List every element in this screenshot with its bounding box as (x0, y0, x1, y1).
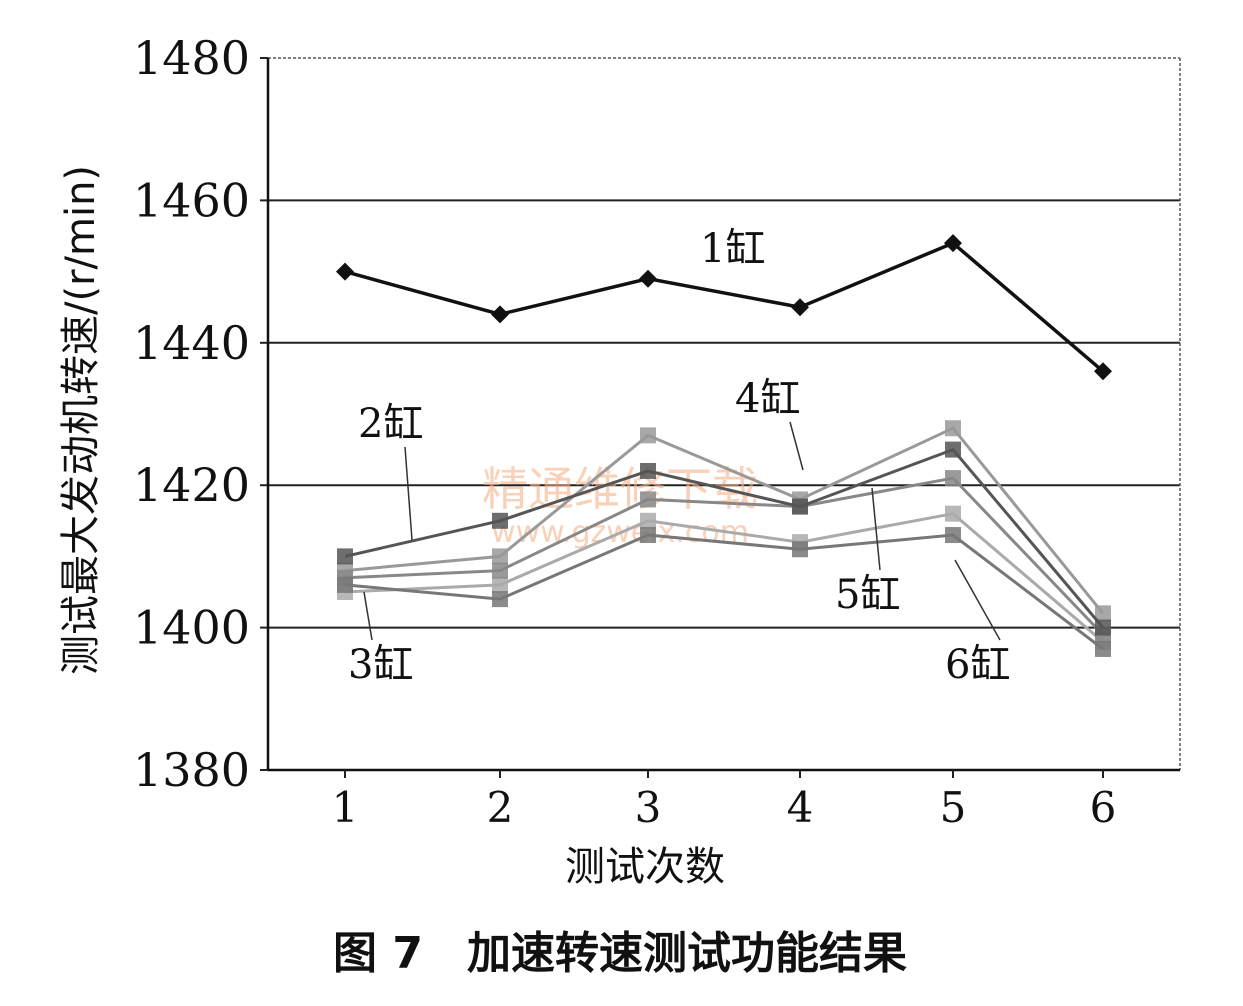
data-point (792, 498, 808, 515)
series-line-2 (344, 447, 1105, 629)
series-label-leader (789, 421, 804, 471)
data-point (944, 234, 962, 253)
series-label-4: 4缸 (735, 376, 800, 422)
data-point (945, 420, 961, 437)
x-axis-label: 测试次数 (565, 844, 725, 890)
x-tick-label: 5 (940, 783, 967, 832)
data-point (791, 298, 809, 317)
series-label-1: 1缸 (700, 226, 765, 272)
series-label-leader (404, 446, 413, 541)
data-point (492, 548, 508, 565)
data-point (492, 591, 508, 608)
x-tick-label: 3 (635, 783, 662, 832)
data-point (639, 269, 657, 288)
figure-caption: 图 7 加速转速测试功能结果 (333, 928, 907, 979)
y-tick-label: 1380 (133, 743, 250, 797)
y-tick-label: 1460 (133, 173, 250, 227)
x-tick-label: 6 (1090, 783, 1117, 832)
y-axis-label: 测试最大发动机转速/(r/min) (58, 165, 104, 675)
series-line-3 (344, 533, 1104, 651)
data-point (1094, 362, 1112, 381)
data-point (945, 470, 961, 487)
y-tick-label: 1440 (133, 316, 250, 370)
series-lines (336, 234, 1112, 657)
data-point (337, 576, 353, 593)
series-line-1 (344, 241, 1105, 373)
y-tick-label: 1400 (133, 601, 250, 655)
series-line-6 (344, 512, 1104, 643)
data-point (945, 441, 961, 458)
watermark: 精通维修下载 www.gzweix.com (482, 462, 758, 550)
series-label-6: 6缸 (945, 642, 1010, 688)
data-point (492, 576, 508, 593)
data-point (640, 491, 656, 508)
data-point (492, 512, 508, 529)
axes: 1380 1400 1420 1440 1460 1480 1 2 3 4 5 6 (133, 31, 1181, 832)
grid-lines (268, 199, 1180, 629)
x-tick-label: 1 (332, 783, 359, 832)
data-point (640, 512, 656, 529)
data-point (640, 427, 656, 444)
y-tick-label: 1420 (133, 458, 250, 512)
series-line-4 (344, 426, 1105, 615)
data-point (1095, 619, 1111, 636)
series-label-5: 5缸 (835, 572, 900, 618)
data-point (1095, 605, 1111, 622)
data-point (945, 505, 961, 522)
series-label-leader (363, 591, 373, 641)
data-point (337, 548, 353, 565)
data-point (640, 462, 656, 479)
series-line-5 (344, 476, 1105, 636)
series-label-leader (954, 559, 1001, 641)
series-label-leader (871, 487, 881, 571)
x-tick-label: 4 (787, 783, 814, 832)
data-point (492, 562, 508, 579)
data-point (1095, 640, 1111, 657)
series-labels: 1缸 2缸 3缸 4缸 5缸 6缸 (348, 226, 1010, 688)
data-point (945, 527, 961, 544)
y-tick-label: 1480 (133, 31, 250, 85)
data-point (640, 527, 656, 544)
data-point (336, 262, 354, 281)
series-label-3: 3缸 (348, 642, 413, 688)
data-point (491, 305, 509, 324)
series-label-2: 2缸 (358, 401, 423, 447)
data-point (792, 541, 808, 558)
x-tick-label: 2 (487, 783, 514, 832)
watermark-text: 精通维修下载 (482, 462, 758, 516)
